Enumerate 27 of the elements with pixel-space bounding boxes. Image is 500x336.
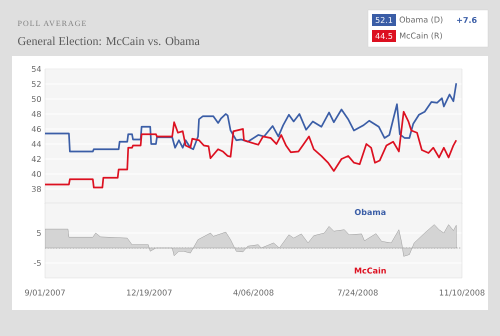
y-tick-label: 48 xyxy=(32,110,41,118)
text: +7.6 xyxy=(457,16,477,24)
y-tick-label: -5 xyxy=(34,260,41,266)
y-tick-label: 52 xyxy=(32,80,41,88)
y-tick-label: 40 xyxy=(32,170,41,178)
x-tick-label: 7/24/2008 xyxy=(338,290,378,296)
chart-title: General Election: McCain vs. Obama xyxy=(18,36,200,46)
x-tick-label: 12/19/2007 xyxy=(127,290,172,296)
annotation: McCain xyxy=(354,267,386,274)
x-tick-label: 11/10/2008 xyxy=(440,290,484,296)
annotation: Obama xyxy=(354,208,386,216)
y-tick-label: 54 xyxy=(32,66,42,72)
legend-label: McCain (R) xyxy=(400,32,442,40)
x-tick-label: 9/01/2007 xyxy=(25,290,65,296)
line-series xyxy=(45,82,458,152)
text: 52.1 xyxy=(376,16,392,24)
y-tick-label: 44 xyxy=(32,141,42,147)
x-tick-label: 4/06/2008 xyxy=(233,290,274,296)
text: 44.5 xyxy=(375,33,392,39)
chart-subtitle: POLL AVERAGE xyxy=(18,20,86,26)
line-series xyxy=(45,110,458,188)
y-tick-label: 50 xyxy=(32,96,41,102)
legend-label: Obama (D) xyxy=(400,16,442,24)
y-tick-label: 38 xyxy=(32,186,41,192)
y-tick-label: 42 xyxy=(32,156,41,162)
y-tick-label: 5 xyxy=(36,230,41,236)
y-tick-label: 46 xyxy=(32,126,41,132)
